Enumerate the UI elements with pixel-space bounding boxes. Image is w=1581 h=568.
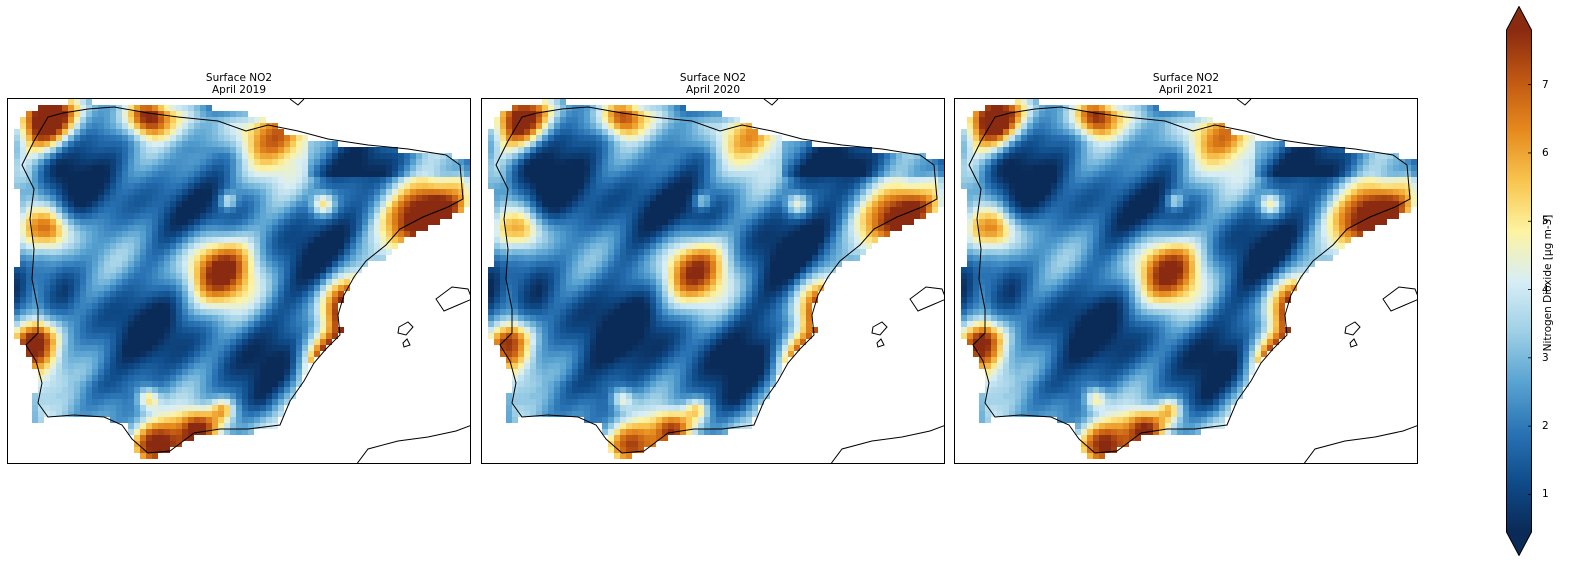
no2-grid (961, 99, 1417, 459)
map-panel-2019 (7, 98, 471, 464)
coastline (21, 106, 464, 454)
colorbar-outline (1506, 5, 1532, 557)
colorbar-extend-max (1506, 6, 1532, 30)
panel-subtitle-text: April 2019 (211, 84, 267, 96)
ibiza-outline (876, 338, 885, 348)
colorbar-tick-label: 4 (1542, 283, 1549, 296)
minorca-outline (871, 321, 888, 336)
majorca-outline (1382, 286, 1417, 312)
map-frame (954, 98, 1418, 464)
panel-title-text: Surface NO2 (1152, 72, 1220, 84)
no2-map (488, 99, 944, 463)
colorbar-tick-label: 7 (1542, 78, 1549, 91)
majorca-outline (909, 286, 944, 312)
no2-grid (14, 99, 470, 459)
minorca-outline (1344, 321, 1361, 336)
ibiza-outline (1349, 338, 1358, 348)
no2-grid (488, 99, 944, 459)
coastline (968, 106, 1411, 454)
panel-2021-title: Surface NO2 April 2021 (954, 72, 1418, 96)
colorbar-extend-min (1506, 532, 1532, 556)
france-coastline (289, 99, 305, 106)
no2-map (14, 99, 470, 463)
map-frame (7, 98, 471, 464)
map-panel-2021 (954, 98, 1418, 464)
minorca-outline (397, 321, 414, 336)
coastline (495, 106, 938, 454)
map-panel-2020 (481, 98, 945, 464)
map-frame (481, 98, 945, 464)
colorbar-tick-label: 6 (1542, 146, 1549, 159)
panel-title-text: Surface NO2 (679, 72, 747, 84)
majorca-outline (435, 286, 470, 312)
colorbar-tick-label: 3 (1542, 351, 1549, 364)
panel-2019-title: Surface NO2 April 2019 (7, 72, 471, 96)
africa-coastline (1303, 425, 1417, 463)
colorbar (1506, 5, 1532, 557)
ibiza-outline (402, 338, 411, 348)
panel-subtitle-text: April 2021 (1158, 84, 1214, 96)
france-coastline (763, 99, 779, 106)
colorbar-label-text: Nitrogen Dioxide [µg m-3] (1542, 214, 1554, 352)
panel-subtitle-text: April 2020 (685, 84, 741, 96)
colorbar-body (1506, 30, 1532, 532)
colorbar-tick-label: 1 (1542, 488, 1549, 501)
colorbar-tick-label: 2 (1542, 420, 1549, 433)
panel-2020-title: Surface NO2 April 2020 (481, 72, 945, 96)
africa-coastline (356, 425, 470, 463)
colorbar-gradient (1506, 5, 1532, 557)
france-coastline (1236, 99, 1252, 106)
colorbar-tick-label: 5 (1542, 215, 1549, 228)
africa-coastline (830, 425, 944, 463)
no2-map (961, 99, 1417, 463)
panel-title-text: Surface NO2 (205, 72, 273, 84)
